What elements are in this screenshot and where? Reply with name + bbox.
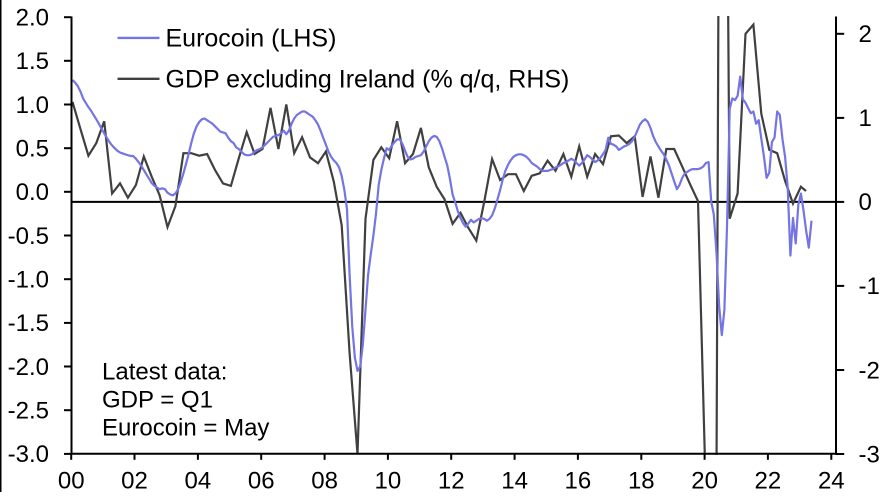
svg-text:GDP excluding Ireland (% q/q,: GDP excluding Ireland (% q/q, RHS) bbox=[166, 65, 570, 93]
svg-text:-2.0: -2.0 bbox=[8, 354, 49, 381]
svg-text:12: 12 bbox=[438, 467, 465, 494]
svg-text:14: 14 bbox=[501, 467, 528, 494]
svg-text:Eurocoin (LHS): Eurocoin (LHS) bbox=[166, 25, 337, 53]
svg-text:0.5: 0.5 bbox=[16, 136, 49, 163]
svg-text:1: 1 bbox=[859, 105, 872, 132]
svg-text:-1: -1 bbox=[859, 273, 880, 300]
svg-text:22: 22 bbox=[755, 467, 782, 494]
svg-text:16: 16 bbox=[565, 467, 592, 494]
svg-text:-0.5: -0.5 bbox=[8, 223, 49, 250]
svg-text:02: 02 bbox=[121, 467, 148, 494]
svg-text:1.0: 1.0 bbox=[16, 92, 49, 119]
svg-text:04: 04 bbox=[185, 467, 212, 494]
svg-text:-2.5: -2.5 bbox=[8, 398, 49, 425]
svg-text:24: 24 bbox=[818, 467, 845, 494]
svg-text:-1.5: -1.5 bbox=[8, 310, 49, 337]
svg-text:20: 20 bbox=[691, 467, 718, 494]
svg-text:GDP = Q1: GDP = Q1 bbox=[102, 387, 213, 414]
svg-text:Latest data:: Latest data: bbox=[102, 359, 227, 386]
svg-text:1.5: 1.5 bbox=[16, 48, 49, 75]
svg-text:-3: -3 bbox=[859, 441, 880, 468]
svg-text:06: 06 bbox=[248, 467, 275, 494]
svg-text:00: 00 bbox=[58, 467, 85, 494]
svg-text:Eurocoin = May: Eurocoin = May bbox=[102, 415, 269, 442]
svg-text:18: 18 bbox=[628, 467, 655, 494]
svg-text:0: 0 bbox=[859, 189, 872, 216]
svg-text:2.0: 2.0 bbox=[16, 5, 49, 32]
svg-text:08: 08 bbox=[311, 467, 338, 494]
svg-text:-3.0: -3.0 bbox=[8, 441, 49, 468]
svg-text:10: 10 bbox=[375, 467, 402, 494]
svg-text:-2: -2 bbox=[859, 357, 880, 384]
svg-text:2: 2 bbox=[859, 21, 872, 48]
svg-text:-1.0: -1.0 bbox=[8, 267, 49, 294]
svg-text:0.0: 0.0 bbox=[16, 179, 49, 206]
